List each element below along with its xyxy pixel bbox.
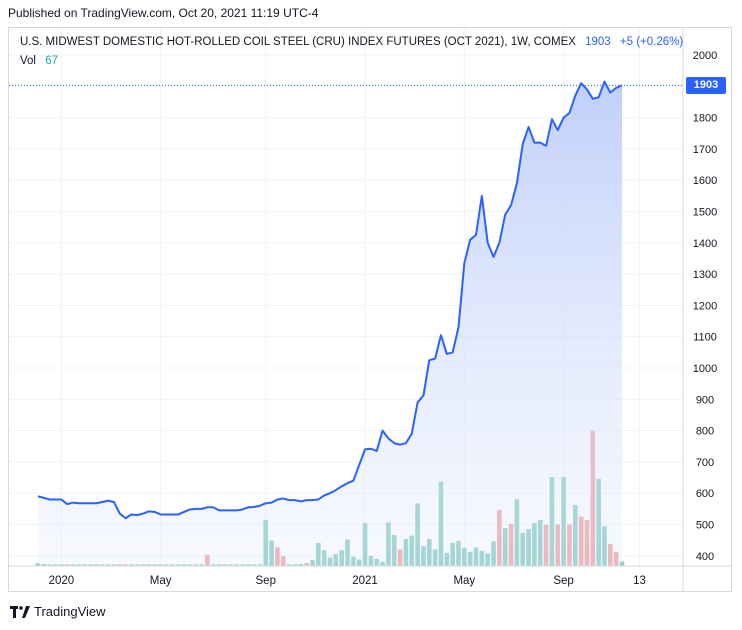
y-tick-label: 1600 <box>693 175 717 187</box>
y-tick-label: 800 <box>696 426 714 438</box>
y-tick-label: 1700 <box>693 144 717 156</box>
y-tick-label: 1100 <box>693 332 717 344</box>
symbol-title[interactable]: U.S. MIDWEST DOMESTIC HOT-ROLLED COIL ST… <box>20 36 576 48</box>
y-tick-label: 400 <box>696 551 714 563</box>
tradingview-logo-icon <box>10 605 30 618</box>
y-tick-label: 700 <box>696 457 714 469</box>
brand-name: TradingView <box>34 604 106 619</box>
volume-label[interactable]: Vol <box>20 55 36 67</box>
y-tick-label: 1400 <box>693 238 717 250</box>
volume-legend: Vol 67 <box>20 55 58 67</box>
last-price: 1903 <box>585 36 611 48</box>
area-fill <box>38 81 622 567</box>
y-tick-label: 600 <box>696 488 714 500</box>
x-tick-label: May <box>150 575 172 587</box>
price-area <box>37 80 623 567</box>
y-tick-label: 900 <box>696 394 714 406</box>
y-tick-label: 1800 <box>693 113 717 125</box>
last-price-tag: 1903 <box>686 77 726 94</box>
y-tick-label: 1200 <box>693 300 717 312</box>
x-tick-label: 13 <box>633 575 646 587</box>
price-axis[interactable]: 2000190018001700160015001400130012001100… <box>682 28 717 591</box>
x-tick-label: 2021 <box>352 575 378 587</box>
y-tick-label: 1000 <box>693 363 717 375</box>
y-tick-label: 1300 <box>693 269 717 281</box>
y-tick-label: 1500 <box>693 207 717 219</box>
x-tick-label: Sep <box>553 575 573 587</box>
x-tick-label: 2020 <box>49 575 75 587</box>
published-note: Published on TradingView.com, Oct 20, 20… <box>8 6 319 20</box>
x-tick-label: Sep <box>256 575 276 587</box>
time-axis[interactable]: 2020 May Sep 2021 May Sep 13 <box>9 565 732 587</box>
chart-legend: U.S. MIDWEST DOMESTIC HOT-ROLLED COIL ST… <box>20 36 683 48</box>
x-tick-label: May <box>453 575 475 587</box>
y-tick-label: 2000 <box>693 50 717 62</box>
volume-value: 67 <box>45 55 58 67</box>
y-tick-label: 500 <box>696 520 714 532</box>
price-line <box>37 80 623 520</box>
tradingview-brand[interactable]: TradingView <box>10 604 106 619</box>
price-chart[interactable]: 2000190018001700160015001400130012001100… <box>0 0 742 600</box>
price-change: +5 (+0.26%) <box>619 36 684 48</box>
chart-frame <box>8 27 732 592</box>
